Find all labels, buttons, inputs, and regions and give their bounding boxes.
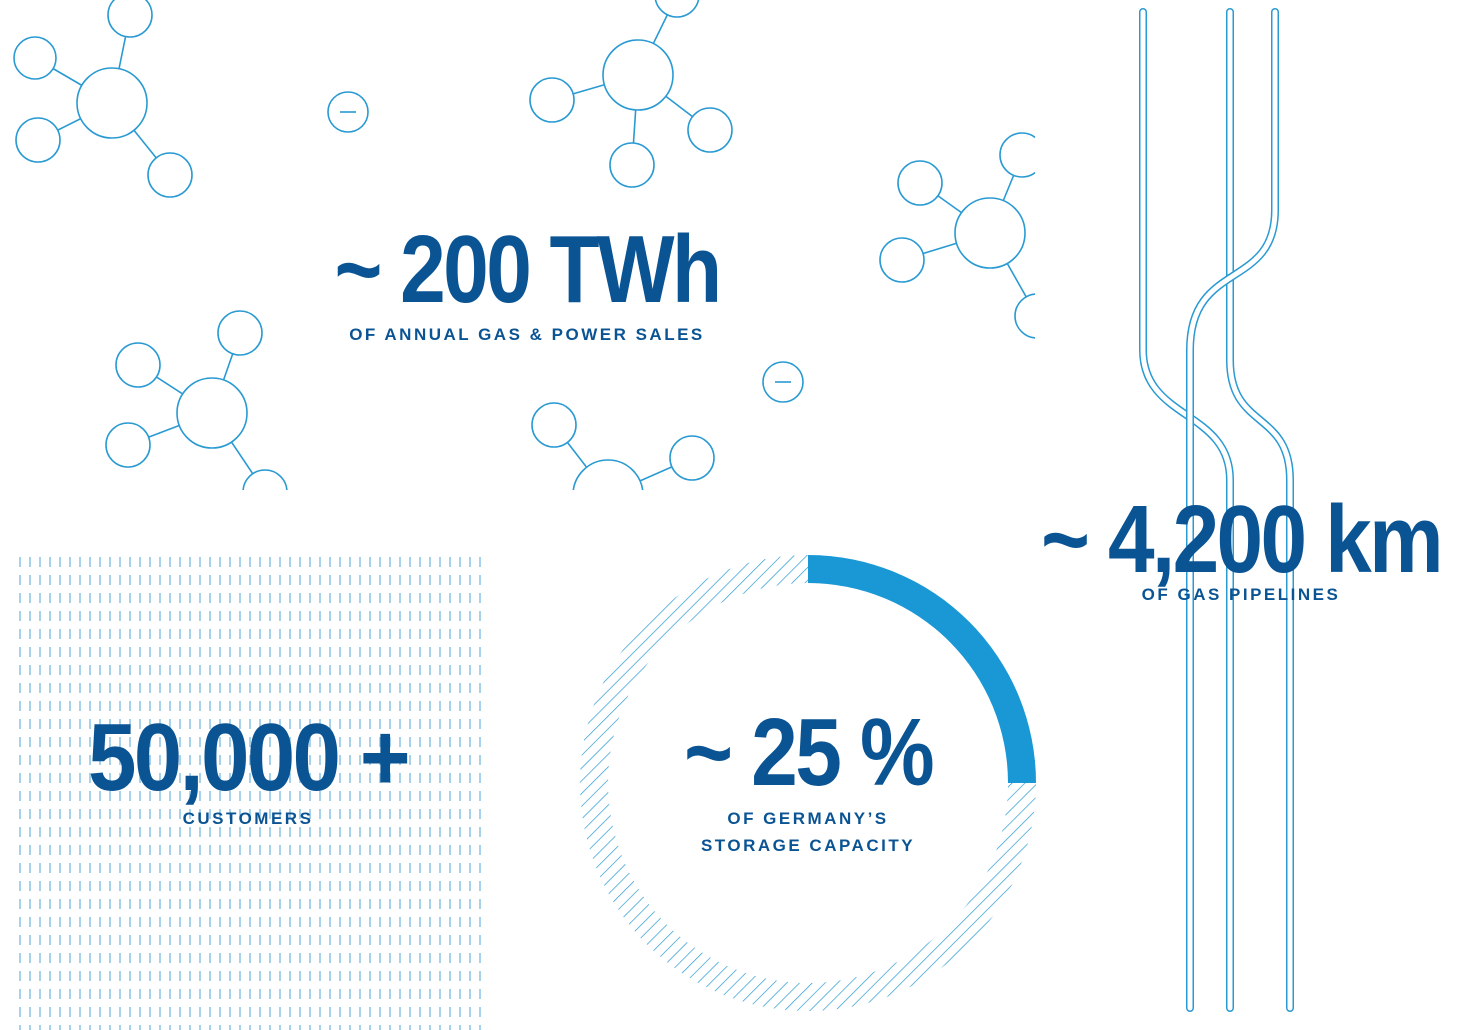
storage-ring: [579, 555, 1036, 1012]
stat-label: STORAGE CAPACITY: [701, 836, 915, 855]
storage-share-arc: [808, 555, 1036, 783]
stat-label: OF GAS PIPELINES: [1142, 585, 1341, 604]
stat-value: ~ 4,200 km: [1041, 486, 1441, 593]
stat-value: ~ 25 %: [684, 699, 933, 806]
dot-field: [18, 555, 484, 1030]
molecules: [13, 0, 1035, 490]
pipelines: [1139, 8, 1294, 1012]
stat-value: 50,000 +: [88, 704, 408, 811]
stat-label: OF ANNUAL GAS & POWER SALES: [349, 325, 705, 344]
stat-label: OF GERMANY’S: [727, 809, 888, 828]
stat-value: ~ 200 TWh: [335, 216, 720, 323]
stat-label: CUSTOMERS: [183, 809, 314, 828]
